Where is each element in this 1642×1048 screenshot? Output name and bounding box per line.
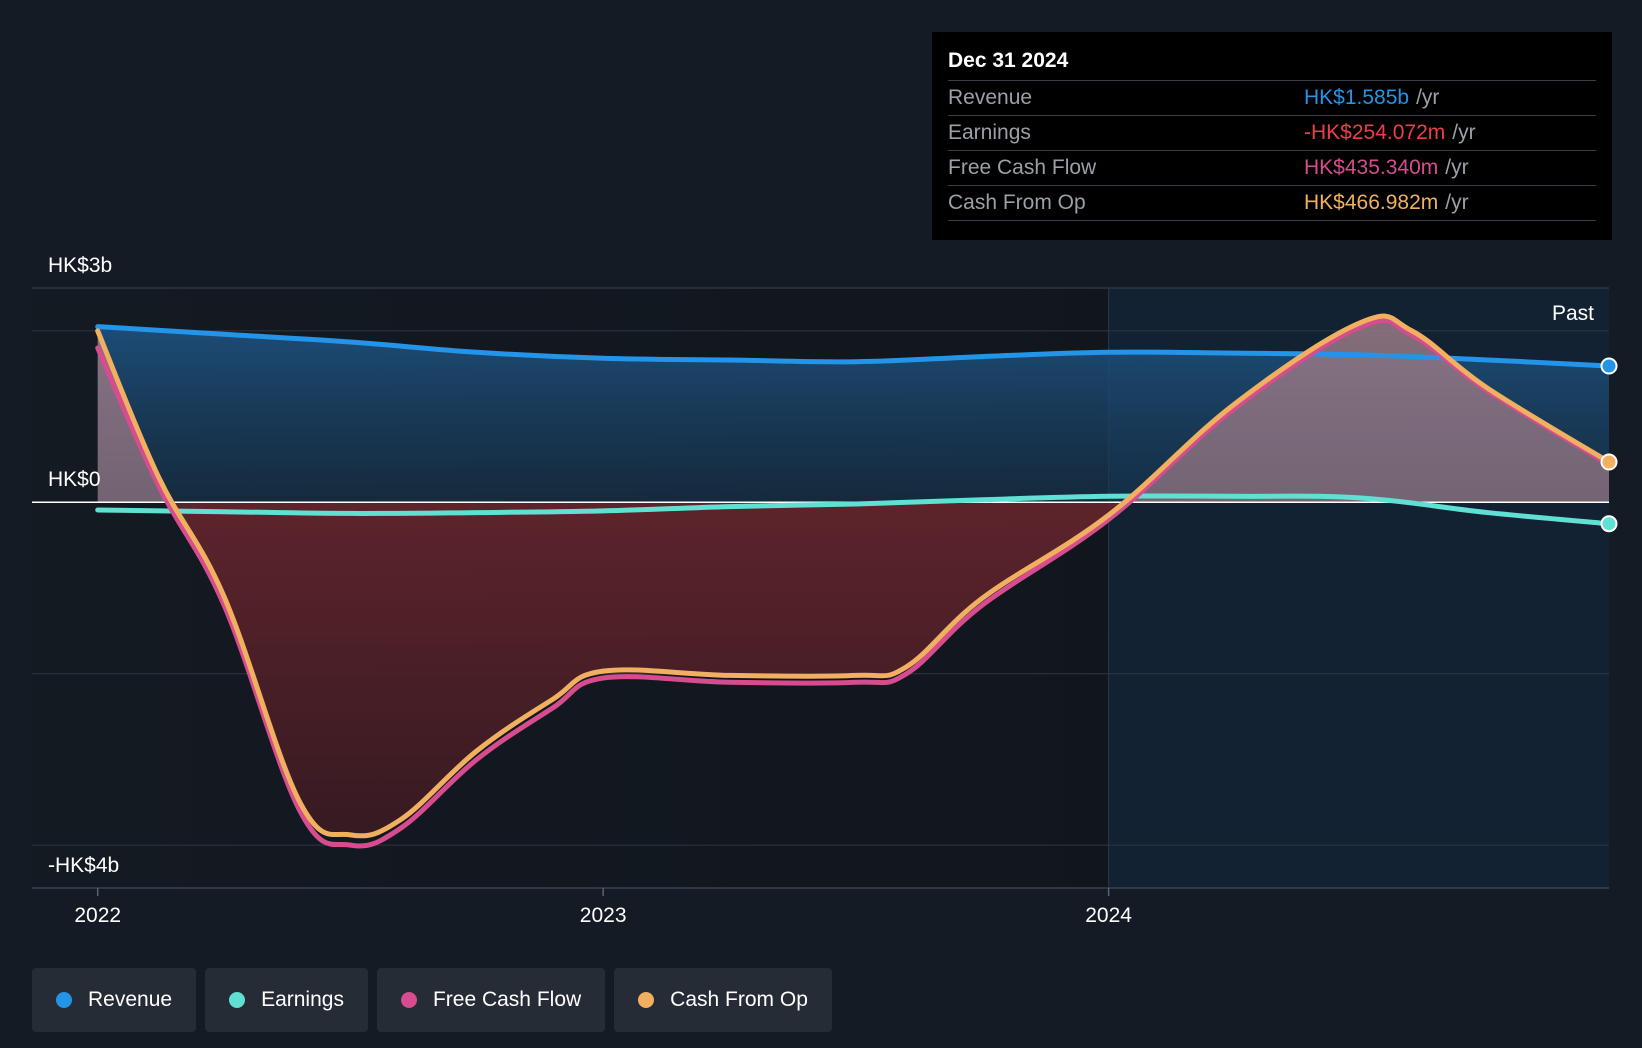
- tooltip-label: Earnings: [948, 121, 1031, 144]
- end-marker-cash-from-op: [1600, 453, 1618, 471]
- x-tick-label-2023: 2023: [580, 904, 627, 927]
- tooltip-label: Cash From Op: [948, 191, 1086, 214]
- legend-item-cash-from-op[interactable]: Cash From Op: [614, 968, 832, 1032]
- legend-dot-icon: [638, 992, 655, 1008]
- legend-item-revenue[interactable]: Revenue: [32, 968, 197, 1032]
- y-axis-bottom-label: -HK$4b: [48, 854, 119, 877]
- legend-item-earnings[interactable]: Earnings: [205, 968, 368, 1032]
- end-marker-revenue: [1600, 357, 1618, 375]
- cash-flow-positive-area: [97, 316, 1609, 503]
- tooltip-label: Revenue: [948, 86, 1033, 109]
- tooltip-row-revenue: Revenue HK$1.585b /yr: [948, 81, 1596, 116]
- legend-label: Cash From Op: [670, 988, 808, 1011]
- legend-dot-icon: [56, 992, 72, 1008]
- tooltip-label: Free Cash Flow: [948, 156, 1097, 179]
- tooltip-unit: /yr: [1416, 86, 1440, 109]
- tooltip-row-free-cash-flow: Free Cash Flow HK$435.340m /yr: [948, 151, 1596, 186]
- legend-label: Earnings: [261, 988, 344, 1011]
- tooltip-unit: /yr: [1445, 191, 1469, 214]
- legend-dot-icon: [229, 992, 246, 1008]
- legend-dot-icon: [400, 992, 417, 1008]
- end-marker-earnings: [1600, 515, 1618, 533]
- tooltip-value: HK$1.585b: [1304, 86, 1410, 109]
- legend: Revenue Earnings Free Cash Flow Cash Fro…: [32, 968, 832, 1032]
- y-axis-zero-label: HK$0: [48, 468, 101, 491]
- tooltip-row-cash-from-op: Cash From Op HK$466.982m /yr: [948, 186, 1596, 221]
- tooltip-value: HK$466.982m: [1304, 191, 1439, 214]
- tooltip-date: Dec 31 2024: [948, 46, 1596, 81]
- tooltip-value: -HK$254.072m: [1304, 121, 1446, 144]
- legend-item-free-cash-flow[interactable]: Free Cash Flow: [376, 968, 606, 1032]
- series-line-earnings: [95, 493, 1612, 527]
- tooltip-unit: /yr: [1452, 121, 1476, 144]
- past-label: Past: [1552, 302, 1594, 325]
- cash-flow-negative-area: [97, 502, 1609, 836]
- series-line-cash-from-op: [95, 313, 1612, 839]
- series-line-free-cash-flow: [95, 317, 1612, 849]
- y-axis-top-label: HK$3b: [48, 254, 112, 277]
- tooltip-value: HK$435.340m: [1304, 156, 1439, 179]
- tooltip-unit: /yr: [1445, 156, 1469, 179]
- tooltip: Dec 31 2024 Revenue HK$1.585b /yr Earnin…: [932, 32, 1612, 240]
- tooltip-row-earnings: Earnings -HK$254.072m /yr: [948, 116, 1596, 151]
- legend-label: Free Cash Flow: [432, 988, 582, 1011]
- x-tick-label-2024: 2024: [1085, 904, 1132, 927]
- series-line-revenue: [95, 324, 1612, 369]
- x-tick-label-2022: 2022: [74, 904, 121, 927]
- legend-label: Revenue: [88, 988, 173, 1011]
